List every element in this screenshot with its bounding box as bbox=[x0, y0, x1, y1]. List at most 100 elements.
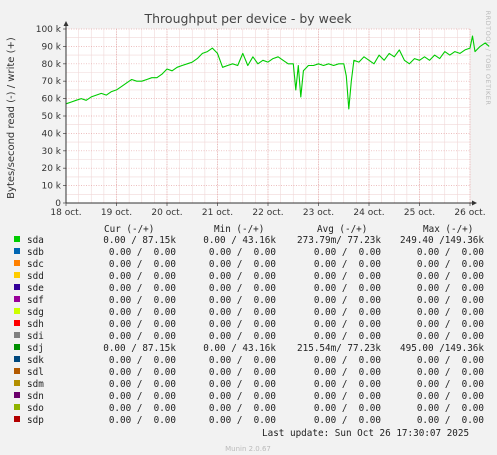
legend-swatch-sdh bbox=[14, 320, 20, 326]
legend-swatch-sdj bbox=[14, 344, 20, 350]
legend-name-sdp: sdp bbox=[27, 415, 44, 426]
grid bbox=[65, 28, 471, 203]
legend-max-sdi: 0.00 / 0.00 bbox=[417, 331, 484, 342]
legend-name-sdn: sdn bbox=[27, 391, 44, 402]
legend-header-max: Max (-/+) bbox=[423, 224, 473, 235]
legend-max-sdc: 0.00 / 0.00 bbox=[417, 259, 484, 270]
munin-version: Munin 2.0.67 bbox=[225, 445, 271, 453]
legend-swatch-sdm bbox=[14, 380, 20, 386]
y-tick-label: 20 k bbox=[41, 164, 61, 174]
legend-cur-sda: 0.00 / 87.15k bbox=[103, 235, 176, 246]
legend-avg-sdm: 0.00 / 0.00 bbox=[314, 379, 381, 390]
x-tick-label: 22 oct. bbox=[252, 208, 283, 218]
legend-max-sdd: 0.00 / 0.00 bbox=[417, 271, 484, 282]
y-tick-label: 100 k bbox=[36, 25, 62, 35]
legend-avg-sdg: 0.00 / 0.00 bbox=[314, 307, 381, 318]
legend-max-sdl: 0.00 / 0.00 bbox=[417, 367, 484, 378]
legend-min-sdp: 0.00 / 0.00 bbox=[209, 415, 276, 426]
legend-cur-sdo: 0.00 / 0.00 bbox=[109, 403, 176, 414]
x-axis-ticks: 18 oct. 19 oct. 20 oct. 21 oct. 22 oct. 23 oc… bbox=[50, 203, 486, 218]
last-update: Last update: Sun Oct 26 17:30:07 2025 bbox=[262, 428, 469, 439]
y-axis-label: Bytes/second read (-) / write (+) bbox=[6, 37, 17, 199]
y-tick-label: 80 k bbox=[41, 60, 61, 70]
legend-min-sdo: 0.00 / 0.00 bbox=[209, 403, 276, 414]
legend-header-min: Min (-/+) bbox=[214, 224, 264, 235]
legend-max-sdp: 0.00 / 0.00 bbox=[417, 415, 484, 426]
x-tick-label: 21 oct. bbox=[202, 208, 233, 218]
legend-min-sdd: 0.00 / 0.00 bbox=[209, 271, 276, 282]
legend-avg-sda: 273.79m/ 77.23k bbox=[297, 235, 381, 246]
legend-max-sdb: 0.00 / 0.00 bbox=[417, 247, 484, 258]
legend-avg-sdf: 0.00 / 0.00 bbox=[314, 295, 381, 306]
legend-name-sdg: sdg bbox=[27, 307, 44, 318]
y-tick-label: 0 bbox=[55, 199, 61, 209]
legend-avg-sdl: 0.00 / 0.00 bbox=[314, 367, 381, 378]
y-tick-label: 70 k bbox=[41, 77, 61, 87]
legend-cur-sdk: 0.00 / 0.00 bbox=[109, 355, 176, 366]
legend-max-sde: 0.00 / 0.00 bbox=[417, 283, 484, 294]
legend-avg-sdj: 215.54m/ 77.23k bbox=[297, 343, 381, 354]
legend-swatch-sdi bbox=[14, 332, 20, 338]
legend-swatch-sdp bbox=[14, 416, 20, 422]
x-tick-label: 26 oct. bbox=[454, 208, 485, 218]
legend-cur-sdn: 0.00 / 0.00 bbox=[109, 391, 176, 402]
y-tick-label: 90 k bbox=[41, 42, 61, 52]
legend-cur-sdf: 0.00 / 0.00 bbox=[109, 295, 176, 306]
legend-max-sdg: 0.00 / 0.00 bbox=[417, 307, 484, 318]
x-tick-label: 20 oct. bbox=[151, 208, 182, 218]
legend-cur-sdj: 0.00 / 87.15k bbox=[103, 343, 176, 354]
legend-min-sdf: 0.00 / 0.00 bbox=[209, 295, 276, 306]
y-tick-label: 30 k bbox=[41, 147, 61, 157]
legend-swatch-sdl bbox=[14, 368, 20, 374]
legend-name-sdl: sdl bbox=[27, 367, 44, 378]
y-axis-arrow bbox=[63, 21, 69, 26]
legend-min-sdb: 0.00 / 0.00 bbox=[209, 247, 276, 258]
legend-cur-sdg: 0.00 / 0.00 bbox=[109, 307, 176, 318]
legend-name-sdo: sdo bbox=[27, 403, 44, 414]
legend-swatch-sdd bbox=[14, 272, 20, 278]
legend-avg-sdb: 0.00 / 0.00 bbox=[314, 247, 381, 258]
legend-swatch-sdo bbox=[14, 404, 20, 410]
legend-min-sde: 0.00 / 0.00 bbox=[209, 283, 276, 294]
legend-avg-sde: 0.00 / 0.00 bbox=[314, 283, 381, 294]
legend-header-avg: Avg (-/+) bbox=[317, 224, 367, 235]
legend-name-sdh: sdh bbox=[27, 319, 44, 330]
rrdtool-watermark: RRDTOOL / TOBI OETIKER bbox=[484, 11, 492, 106]
legend-name-sdc: sdc bbox=[27, 259, 44, 270]
axes bbox=[63, 21, 477, 206]
legend-name-sdm: sdm bbox=[27, 379, 44, 390]
legend-avg-sdd: 0.00 / 0.00 bbox=[314, 271, 381, 282]
legend-avg-sdp: 0.00 / 0.00 bbox=[314, 415, 381, 426]
legend-min-sdm: 0.00 / 0.00 bbox=[209, 379, 276, 390]
legend-name-sdd: sdd bbox=[27, 271, 44, 282]
series-layer bbox=[65, 35, 490, 110]
y-tick-label: 40 k bbox=[41, 129, 61, 139]
x-tick-label: 19 oct. bbox=[101, 208, 132, 218]
legend-name-sdi: sdi bbox=[27, 331, 44, 342]
legend-avg-sdc: 0.00 / 0.00 bbox=[314, 259, 381, 270]
legend-max-sda: 249.40 /149.36k bbox=[400, 235, 484, 246]
legend-swatch-sdc bbox=[14, 260, 20, 266]
legend-avg-sdn: 0.00 / 0.00 bbox=[314, 391, 381, 402]
legend-swatch-sdb bbox=[14, 248, 20, 254]
series-line-sda bbox=[65, 35, 490, 110]
legend-cur-sdh: 0.00 / 0.00 bbox=[109, 319, 176, 330]
y-axis-ticks: 0 10 k 20 k 30 k 40 k 50 k 60 k 70 k 80 k 90 k 100… bbox=[36, 25, 66, 209]
legend-min-sdn: 0.00 / 0.00 bbox=[209, 391, 276, 402]
legend-avg-sdi: 0.00 / 0.00 bbox=[314, 331, 381, 342]
legend-name-sdk: sdk bbox=[27, 355, 44, 366]
x-tick-label: 18 oct. bbox=[50, 208, 81, 218]
legend-max-sdj: 495.00 /149.36k bbox=[400, 343, 484, 354]
legend-name-sdf: sdf bbox=[27, 295, 44, 306]
legend-min-sda: 0.00 / 43.16k bbox=[203, 235, 276, 246]
legend-min-sdc: 0.00 / 0.00 bbox=[209, 259, 276, 270]
legend-avg-sdk: 0.00 / 0.00 bbox=[314, 355, 381, 366]
legend-name-sdb: sdb bbox=[27, 247, 44, 258]
legend-name-sdj: sdj bbox=[27, 343, 44, 354]
legend-swatch-sdg bbox=[14, 308, 20, 314]
x-tick-label: 24 oct. bbox=[353, 208, 384, 218]
legend-min-sdh: 0.00 / 0.00 bbox=[209, 319, 276, 330]
legend-swatch-sdf bbox=[14, 296, 20, 302]
x-tick-label: 25 oct. bbox=[404, 208, 435, 218]
